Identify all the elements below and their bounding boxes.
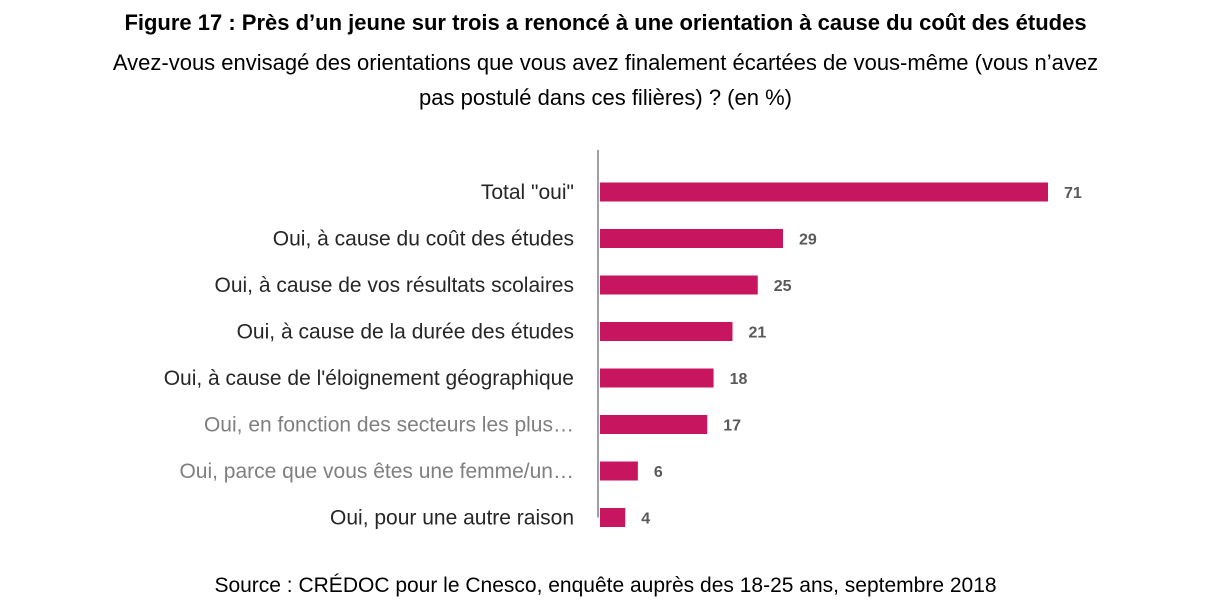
bar [600,322,733,341]
bar [600,461,638,481]
category-label: Oui, à cause de l'éloignement géographiq… [164,367,574,390]
bar-chart: Total "oui" 71 Oui, à cause du coût des ét… [164,150,1082,530]
category-label: Oui, à cause de la durée des études [237,321,574,344]
bar [600,229,783,248]
data-label: 6 [654,464,663,481]
data-label: 17 [723,418,741,435]
data-label: 4 [641,511,650,528]
category-label: Oui, pour une autre raison [330,507,574,530]
subtitle-line-1: Avez-vous envisagé des orientations que … [112,50,1099,75]
bar [600,368,714,388]
category-label: Oui, à cause de vos résultats scolaires [214,274,574,297]
source-note: Source : CRÉDOC pour le Cnesco, enquête … [214,574,997,597]
category-label: Oui, en fonction des secteurs les plus… [204,414,574,437]
category-label: Oui, à cause du coût des études [273,228,574,251]
data-label: 25 [774,278,792,295]
bar [600,182,1048,202]
data-label: 21 [749,325,767,342]
data-label: 18 [730,371,748,388]
figure-subtitle: Avez-vous envisagé des orientations que … [0,45,1211,115]
category-label: Total "oui" [481,181,574,204]
data-label: 71 [1064,185,1082,202]
bar [600,508,626,527]
subtitle-line-2: pas postulé dans ces filières) ? (en %) [419,85,792,110]
category-label: Oui, parce que vous êtes une femme/un… [179,460,574,483]
data-label: 29 [799,232,817,249]
bar [600,415,708,434]
bar [600,275,758,295]
figure-title: Figure 17 : Près d’un jeune sur trois a … [124,10,1087,35]
